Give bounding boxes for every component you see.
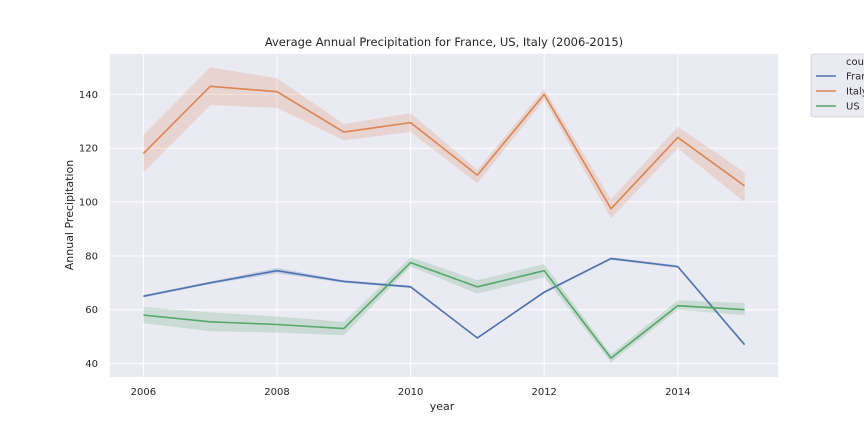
legend: cou Fran Italy US: [810, 53, 864, 118]
plot-area: [110, 54, 778, 377]
legend-label-italy: Italy: [846, 87, 864, 98]
chart-title: Average Annual Precipitation for France,…: [265, 35, 623, 49]
y-tick-labels: 40 60 80 100 120 140: [79, 90, 98, 370]
y-tick-label: 80: [85, 251, 98, 262]
legend-label-us: US: [846, 102, 860, 113]
y-axis-label: Annual Precipitation: [63, 160, 76, 271]
line-italy: [142, 85, 746, 210]
legend-label-fran: Fran: [846, 72, 864, 83]
x-tick-labels: 2006 2008 2010 2012 2014: [131, 387, 691, 398]
y-tick-label: 100: [79, 198, 98, 209]
y-tick-label: 140: [79, 90, 98, 101]
line-us: [143, 261, 745, 359]
x-tick-label: 2010: [398, 387, 423, 398]
x-tick-label: 2008: [264, 387, 289, 398]
x-axis-label: year: [430, 400, 455, 413]
x-tick-label: 2012: [531, 387, 556, 398]
x-tick-label: 2006: [131, 387, 156, 398]
y-tick-label: 40: [85, 359, 98, 370]
series-lines: [142, 85, 746, 359]
y-tick-label: 120: [79, 144, 98, 155]
x-tick-label: 2014: [665, 387, 690, 398]
y-tick-label: 60: [85, 305, 98, 316]
legend-title: cou: [846, 57, 864, 68]
legend-box: [810, 53, 864, 118]
legend-items: Fran Italy US: [816, 72, 864, 113]
line-fran: [143, 257, 746, 346]
